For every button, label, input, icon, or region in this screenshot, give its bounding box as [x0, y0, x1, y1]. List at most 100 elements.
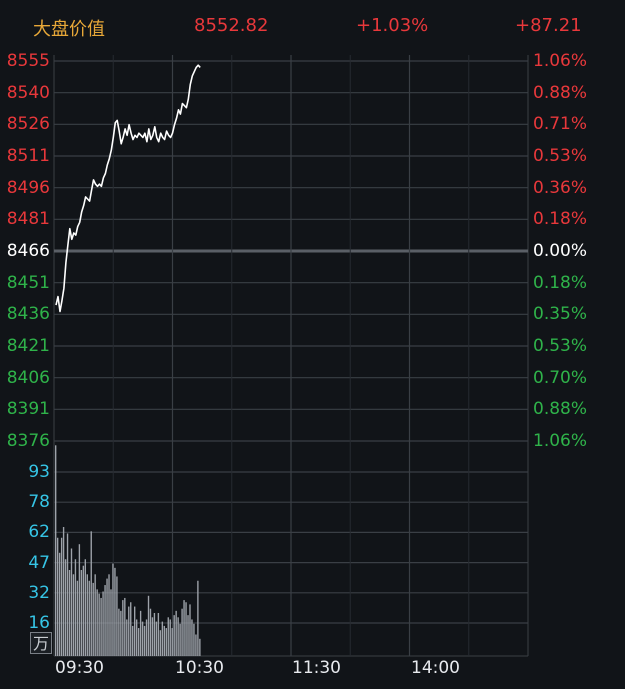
volume-tick-label: 47: [28, 552, 50, 573]
index-title: 大盘价值: [33, 19, 105, 40]
volume-bar: [86, 574, 88, 656]
volume-bar: [187, 615, 189, 656]
volume-bar: [60, 537, 63, 656]
change-percent: +1.03%: [356, 15, 429, 36]
volume-bar: [175, 610, 177, 656]
volume-bar: [126, 619, 128, 656]
time-tick-label: 11:30: [292, 658, 341, 678]
time-tick-label: 10:30: [175, 658, 224, 678]
volume-bar: [78, 544, 81, 656]
price-tick-label: 8436: [6, 304, 50, 325]
percent-tick-label: 0.53%: [533, 146, 588, 166]
volume-bar: [179, 623, 181, 656]
price-tick-label: 8466: [6, 241, 50, 261]
volume-bar: [197, 580, 199, 656]
volume-bar: [80, 570, 83, 656]
volume-bar: [173, 615, 175, 656]
volume-bar: [84, 559, 86, 656]
volume-bar: [106, 578, 108, 656]
volume-bar: [58, 552, 61, 656]
change-value: +87.21: [515, 15, 582, 36]
volume-bar: [76, 580, 79, 656]
volume-bar: [100, 597, 102, 656]
volume-bar: [151, 617, 154, 656]
volume-bar: [68, 570, 71, 656]
volume-bar: [132, 625, 134, 656]
percent-tick-label: 1.06%: [533, 51, 588, 71]
volume-bar: [88, 580, 90, 656]
volume-bar: [159, 630, 162, 656]
volume-bar: [139, 610, 142, 656]
volume-bar: [56, 537, 59, 656]
volume-bar: [167, 617, 169, 656]
volume-bar: [96, 589, 98, 656]
volume-bar: [108, 574, 110, 656]
volume-bar: [112, 563, 114, 656]
volume-bar: [74, 559, 77, 656]
volume-bar: [110, 589, 112, 656]
percent-tick-label: 0.35%: [533, 304, 588, 325]
volume-bar: [120, 610, 122, 656]
volume-bar: [195, 634, 197, 656]
volume-bar: [153, 613, 156, 656]
volume-unit-label: 万: [30, 632, 52, 654]
volume-bar: [70, 548, 73, 656]
price-tick-label: 8526: [6, 114, 50, 135]
percent-tick-label: 0.36%: [533, 177, 588, 198]
percent-tick-label: 1.06%: [533, 431, 588, 451]
volume-bar: [124, 597, 126, 656]
time-tick-label: 09:30: [55, 658, 104, 678]
percent-tick-label: 0.70%: [533, 367, 588, 388]
volume-bar: [128, 606, 130, 656]
percent-tick-label: 0.18%: [533, 272, 588, 293]
volume-bar: [181, 608, 183, 656]
volume-bar: [55, 445, 57, 656]
volume-bar: [193, 623, 195, 656]
volume-bar: [165, 628, 167, 656]
volume-bar: [72, 574, 75, 656]
volume-bar: [171, 628, 173, 656]
price-tick-label: 8376: [6, 431, 50, 451]
volume-bar: [122, 600, 124, 656]
volume-bar: [98, 593, 100, 656]
percent-tick-label: 0.18%: [533, 209, 588, 230]
price-tick-label: 8481: [6, 209, 50, 230]
volume-bar: [134, 606, 136, 656]
percent-tick-label: 0.88%: [533, 82, 588, 103]
volume-bar: [163, 625, 165, 656]
volume-bar: [169, 619, 171, 656]
volume-bar: [66, 533, 69, 656]
volume-bar: [143, 625, 146, 656]
volume-bar: [64, 559, 67, 656]
volume-bar: [62, 527, 65, 656]
volume-bar: [199, 638, 201, 656]
percent-tick-label: 0.71%: [533, 114, 588, 135]
volume-bar: [102, 591, 104, 656]
percent-tick-label: 0.88%: [533, 399, 588, 420]
volume-bar: [137, 628, 140, 656]
volume-bar: [161, 621, 164, 656]
volume-bar: [145, 619, 148, 656]
percent-tick-label: 0.53%: [533, 336, 588, 356]
volume-bar: [185, 602, 187, 656]
volume-bar: [183, 600, 185, 656]
price-tick-label: 8406: [6, 367, 50, 388]
volume-bar: [130, 602, 132, 656]
volume-bar: [141, 621, 144, 656]
price-tick-label: 8421: [6, 336, 50, 356]
volume-bar: [118, 608, 120, 656]
volume-bar: [155, 621, 158, 656]
volume-tick-label: 62: [28, 522, 50, 543]
volume-bar: [191, 619, 193, 656]
volume-tick-label: 93: [28, 462, 50, 482]
price-tick-label: 8391: [6, 399, 50, 420]
volume-bar: [149, 608, 152, 656]
volume-tick-label: 32: [28, 582, 50, 603]
volume-tick-label: 78: [28, 492, 50, 513]
volume-bar: [177, 617, 179, 656]
percent-tick-label: 0.00%: [533, 241, 588, 261]
volume-bar: [135, 619, 138, 656]
volume-bar: [82, 565, 85, 656]
volume-bar: [92, 582, 94, 656]
